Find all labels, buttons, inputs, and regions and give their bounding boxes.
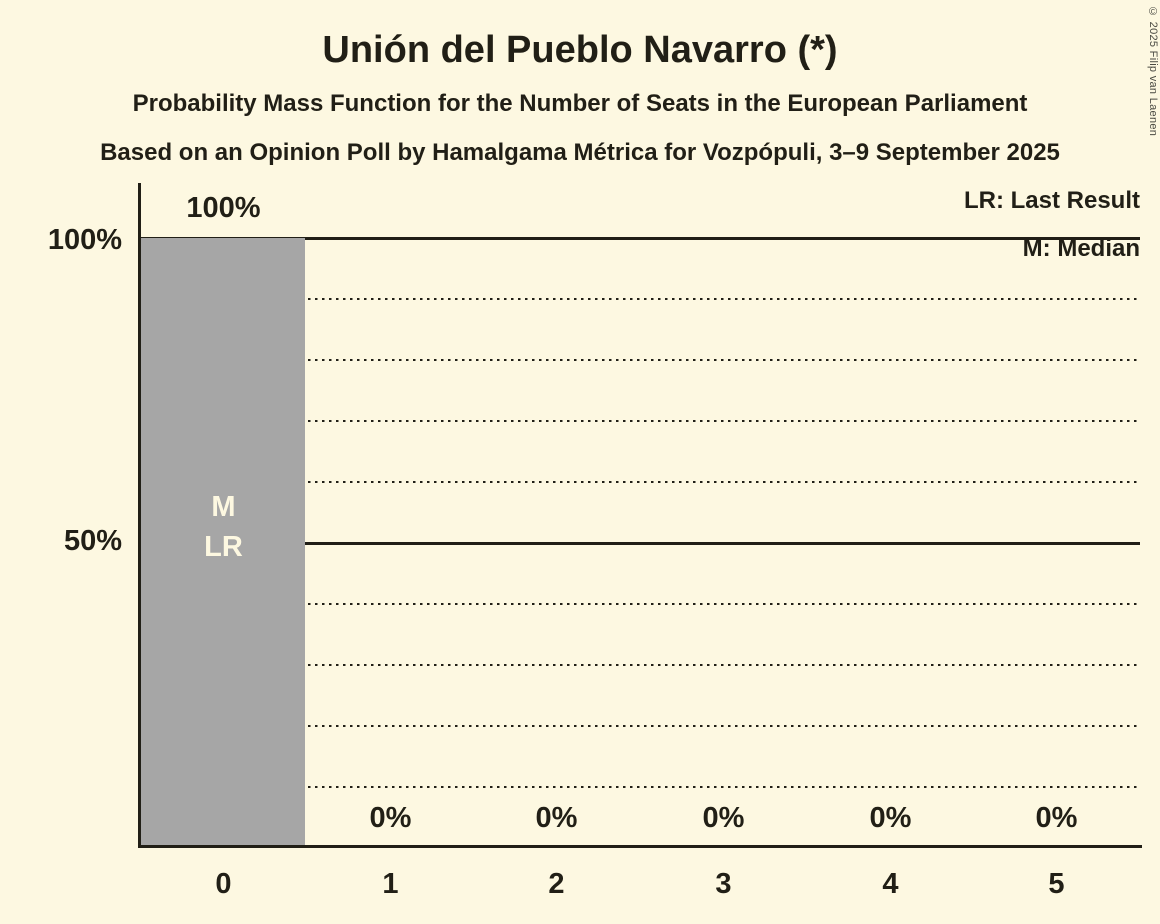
bar-value-label-5: 0% — [1035, 802, 1078, 834]
plot-area — [140, 236, 1140, 848]
x-tick-label-5: 5 — [1048, 868, 1065, 900]
gridline-dotted-20 — [140, 725, 1140, 727]
gridline-solid-100 — [140, 236, 1140, 240]
gridline-dotted-60 — [140, 481, 1140, 483]
gridline-dotted-70 — [140, 420, 1140, 422]
x-tick-label-2: 2 — [548, 868, 565, 900]
y-axis-label-100: 100% — [47, 224, 122, 256]
y-axis-line — [138, 183, 141, 848]
gridline-dotted-80 — [140, 359, 1140, 361]
page-title: Unión del Pueblo Navarro (*) — [322, 29, 838, 71]
median-marker: M — [211, 491, 236, 523]
x-tick-label-3: 3 — [715, 868, 732, 900]
legend-last-result-label: LR: Last Result — [963, 187, 1140, 214]
chart-subtitle: Probability Mass Function for the Number… — [132, 90, 1028, 117]
x-axis-line — [138, 845, 1142, 848]
gridline-dotted-40 — [140, 603, 1140, 605]
bar-value-label-4: 0% — [869, 802, 912, 834]
gridline-dotted-10 — [140, 786, 1140, 788]
legend-median-label: M: Median — [1022, 235, 1140, 262]
bar-value-label-1: 0% — [369, 802, 412, 834]
bar-value-label-3: 0% — [702, 802, 745, 834]
bar-value-label-2: 0% — [535, 802, 578, 834]
bar-annotation-median-lastresult: M LR — [140, 487, 307, 567]
x-tick-label-1: 1 — [382, 868, 399, 900]
last-result-marker: LR — [204, 531, 243, 563]
gridline-dotted-30 — [140, 664, 1140, 666]
chart-source-line: Based on an Opinion Poll by Hamalgama Mé… — [100, 139, 1060, 166]
y-axis-label-50: 50% — [63, 525, 122, 557]
probability-bar-0 — [141, 238, 305, 848]
gridline-dotted-90 — [140, 298, 1140, 300]
x-tick-label-4: 4 — [882, 868, 899, 900]
copyright-text: © 2025 Filip van Laenen — [1147, 6, 1159, 137]
x-tick-label-0: 0 — [215, 868, 232, 900]
bar-value-label-0: 100% — [186, 192, 261, 224]
gridline-solid-50 — [140, 541, 1140, 545]
